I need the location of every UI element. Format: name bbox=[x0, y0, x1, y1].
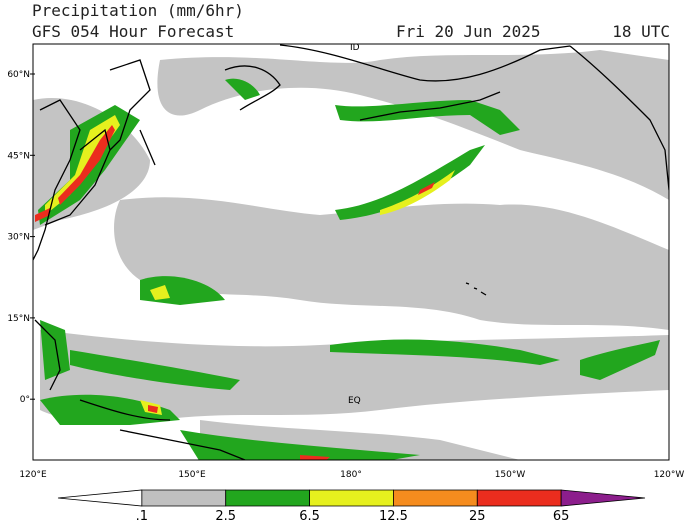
colorbar-label: 25 bbox=[469, 509, 486, 524]
equator-label: EQ bbox=[348, 396, 361, 406]
map-frame bbox=[32, 43, 670, 461]
time: 18 UTC bbox=[612, 22, 670, 41]
colorbar-segment bbox=[141, 489, 227, 507]
colorbar-segment bbox=[57, 489, 143, 507]
colorbar-segment bbox=[476, 489, 562, 507]
lat-label: 0° bbox=[20, 395, 30, 405]
lon-label: 120°E bbox=[19, 470, 47, 480]
colorbar-label: 65 bbox=[553, 509, 570, 524]
colorbar-segment bbox=[560, 489, 646, 507]
lon-label: 150°E bbox=[178, 470, 206, 480]
date: Fri 20 Jun 2025 bbox=[396, 22, 541, 41]
lat-label: 15°N bbox=[7, 314, 30, 324]
map: EQ ID bbox=[32, 43, 670, 461]
colorbar-segment bbox=[309, 489, 394, 507]
lat-label: 60°N bbox=[7, 70, 30, 80]
lat-label: 30°N bbox=[7, 233, 30, 243]
lon-label: 120°W bbox=[654, 470, 685, 480]
colorbar-label: 2.5 bbox=[215, 509, 236, 524]
lat-label: 45°N bbox=[7, 151, 30, 161]
dateline-label: ID bbox=[350, 43, 360, 53]
colorbar-label: 12.5 bbox=[379, 509, 408, 524]
colorbar-label: .1 bbox=[136, 509, 148, 524]
lon-label: 180° bbox=[340, 470, 362, 480]
precip-field bbox=[33, 44, 669, 460]
colorbar-segment bbox=[225, 489, 310, 507]
title: Precipitation (mm/6hr) bbox=[32, 1, 244, 20]
colorbar-segment bbox=[393, 489, 478, 507]
colorbar-label: 6.5 bbox=[299, 509, 320, 524]
subtitle: GFS 054 Hour Forecast bbox=[32, 22, 234, 41]
lon-label: 150°W bbox=[495, 470, 526, 480]
